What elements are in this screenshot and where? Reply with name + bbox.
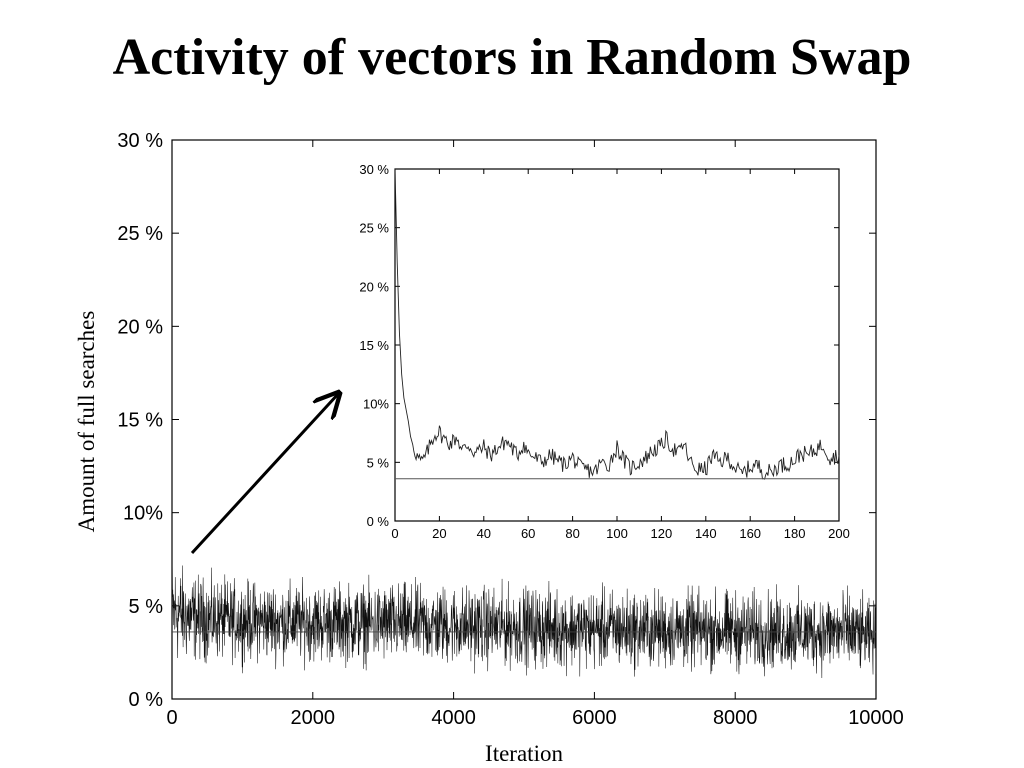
inset-y-tick-label: 5 % (367, 455, 390, 470)
inset-y-tick-label: 25 % (359, 221, 389, 236)
y-tick-label: 0 % (129, 689, 164, 711)
y-tick-label: 15 % (117, 410, 163, 432)
x-tick-label: 8000 (713, 707, 758, 729)
zoom-arrow (190, 393, 339, 555)
inset-x-tick-label: 0 (391, 526, 398, 541)
inset-x-tick-label: 200 (828, 526, 850, 541)
x-tick-label: 6000 (572, 707, 617, 729)
inset-x-tick-label: 120 (651, 526, 673, 541)
inset-x-tick-label: 40 (477, 526, 491, 541)
x-tick-label: 10000 (848, 707, 904, 729)
inset-x-tick-label: 180 (784, 526, 806, 541)
y-tick-label: 30 % (117, 130, 163, 152)
page-title: Activity of vectors in Random Swap (112, 29, 912, 86)
y-tick-label: 25 % (117, 223, 163, 245)
inset-y-tick-label: 20 % (359, 279, 389, 294)
y-tick-label: 5 % (129, 596, 164, 618)
inset-y-tick-label: 30 % (359, 162, 389, 177)
inset-plot-frame (394, 168, 840, 522)
inset-chart: 0 % 5 % 10% 15 % 20 % 25 % 30 % 0 20 40 60 80 100 120… (359, 162, 849, 541)
x-tick-label: 4000 (431, 707, 476, 729)
inset-x-tick-label: 160 (739, 526, 761, 541)
main-chart: 0 %5 %10%15 %20 %25 %30 %0 2000 4000 6000 80… (74, 130, 904, 766)
inset-x-tick-label: 100 (606, 526, 628, 541)
y-tick-label: 10% (123, 503, 163, 525)
x-axis-label: Iteration (485, 741, 563, 766)
inset-x-tick-label: 20 (432, 526, 446, 541)
y-axis-label: Amount of full searches (74, 311, 99, 533)
inset-x-tick-label: 80 (565, 526, 579, 541)
inset-series-line (394, 168, 840, 480)
inset-x-tick-label: 140 (695, 526, 717, 541)
main-series-line (171, 565, 877, 679)
x-tick-label: 2000 (291, 707, 336, 729)
x-tick-label: 0 (166, 707, 177, 729)
inset-y-tick-label: 0 % (367, 514, 390, 529)
inset-x-tick-label: 60 (521, 526, 535, 541)
inset-y-tick-label: 10% (363, 397, 389, 412)
y-tick-label: 20 % (117, 316, 163, 338)
inset-y-tick-label: 15 % (359, 338, 389, 353)
